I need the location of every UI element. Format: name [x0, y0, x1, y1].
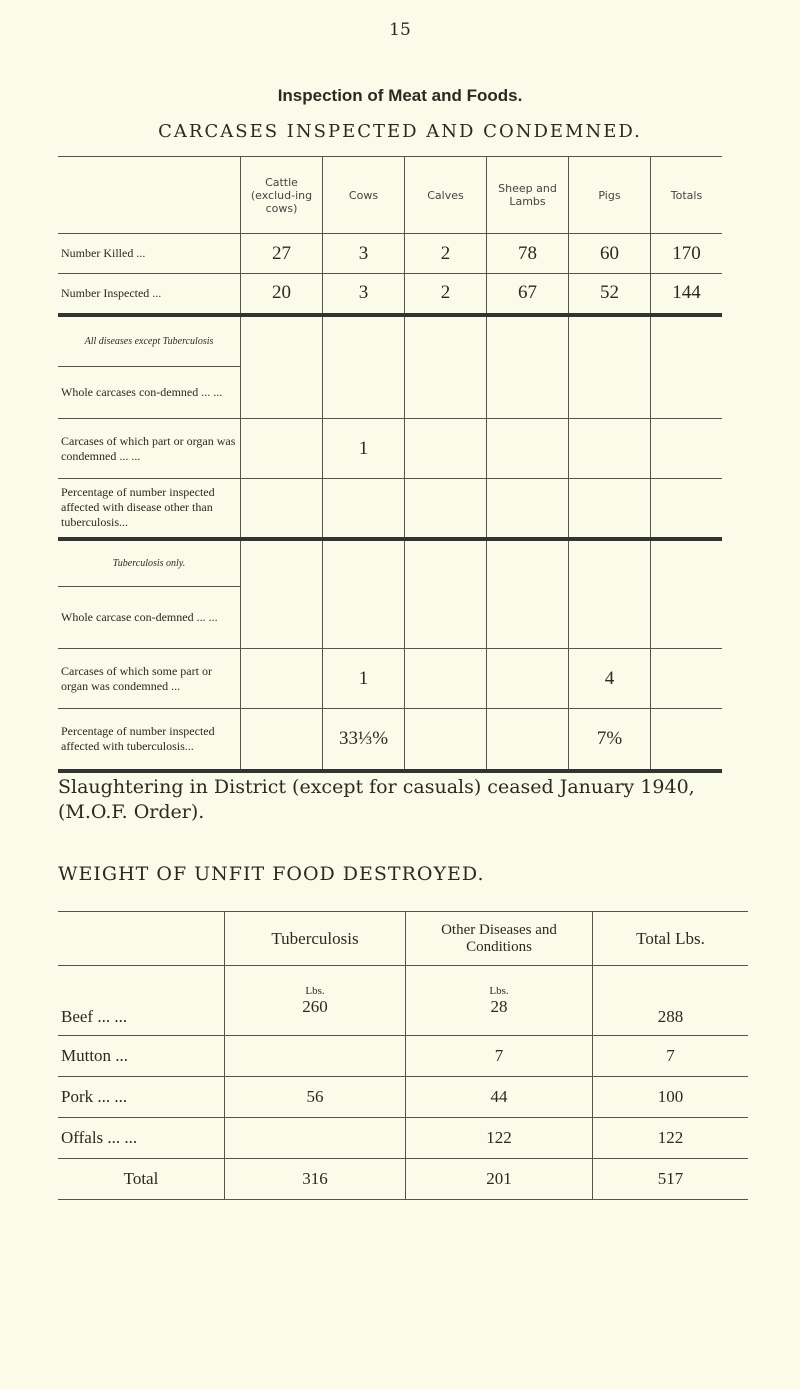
row-label: Number Killed ... — [58, 233, 241, 274]
col-totals: Totals — [650, 156, 722, 234]
row-label: Number Inspected ... — [58, 273, 241, 317]
table-row: Number Killed ... 27 3 2 78 60 170 — [58, 233, 722, 274]
total-row: Total 316 201 517 — [58, 1158, 748, 1200]
table-row: Number Inspected ... 20 3 2 67 52 144 — [58, 273, 722, 317]
cell: 122 — [405, 1117, 593, 1159]
col-total: Total Lbs. — [592, 911, 748, 966]
row-label: Carcases of which some part or organ was… — [58, 648, 241, 709]
subheading-row: All diseases except Tuberculosis — [58, 314, 722, 419]
table-row: Whole carcases con-demned ... ... — [58, 366, 722, 419]
header-row: Tuberculosis Other Diseases and Conditio… — [58, 911, 748, 966]
cell: 67 — [486, 273, 569, 317]
table-row: Offals ... ... 122 122 — [58, 1117, 748, 1159]
cell: 3 — [322, 273, 405, 317]
unit-label: Lbs. — [305, 984, 325, 997]
cell: 122 — [592, 1117, 748, 1159]
row-label: Offals ... ... — [58, 1117, 225, 1159]
table-row: Carcases of which part or organ was cond… — [58, 418, 722, 479]
row-label: Whole carcases con-demned ... ... — [58, 366, 241, 419]
row-label: Percentage of number inspected affected … — [58, 708, 241, 773]
unit-label: Lbs. — [489, 984, 509, 997]
unfit-food-table: Tuberculosis Other Diseases and Conditio… — [58, 911, 748, 1200]
row-label: Beef ... ... — [58, 965, 225, 1036]
table-row: Mutton ... 7 7 — [58, 1035, 748, 1077]
col-pigs: Pigs — [568, 156, 651, 234]
table-row: Whole carcase con-demned ... ... — [58, 586, 722, 649]
cell: 7 — [405, 1035, 593, 1077]
row-label: Percentage of number inspected affected … — [58, 478, 241, 541]
col-tuberculosis: Tuberculosis — [224, 911, 406, 966]
table-row: Beef ... ... Lbs. 260 Lbs. 28 288 — [58, 965, 748, 1036]
cell: 28 — [490, 996, 508, 1016]
col-other-diseases: Other Diseases and Conditions — [405, 911, 593, 966]
cell: 260 — [302, 996, 328, 1016]
corner-cell — [58, 156, 241, 234]
cell: 56 — [224, 1076, 406, 1118]
carcases-table: Cattle (exclud-ing cows) Cows Calves She… — [58, 156, 722, 773]
row-label: Whole carcase con-demned ... ... — [58, 586, 241, 649]
row-label: Total — [58, 1158, 225, 1200]
cell: 27 — [240, 233, 323, 274]
cell: 44 — [405, 1076, 593, 1118]
corner-cell — [58, 911, 225, 966]
cell: 2 — [404, 273, 487, 317]
page-number: 15 — [389, 20, 411, 40]
header-row: Cattle (exclud-ing cows) Cows Calves She… — [58, 156, 722, 234]
cell: 100 — [592, 1076, 748, 1118]
subheading: Tuberculosis only. — [58, 538, 241, 587]
cell: 201 — [405, 1158, 593, 1200]
cell: 2 — [404, 233, 487, 274]
cell: 517 — [592, 1158, 748, 1200]
row-label: Pork ... ... — [58, 1076, 225, 1118]
col-cows: Cows — [322, 156, 405, 234]
cell: 52 — [568, 273, 651, 317]
row-label: Mutton ... — [58, 1035, 225, 1077]
cell: 170 — [650, 233, 722, 274]
table-row: Percentage of number inspected affected … — [58, 708, 722, 773]
col-cattle: Cattle (exclud-ing cows) — [240, 156, 323, 234]
cell: 60 — [568, 233, 651, 274]
subheading-row: Tuberculosis only. — [58, 538, 722, 649]
col-calves: Calves — [404, 156, 487, 234]
cell: 1 — [322, 418, 405, 479]
cell: 288 — [592, 965, 748, 1036]
cell: 316 — [224, 1158, 406, 1200]
slaughtering-note: Slaughtering in District (except for cas… — [58, 776, 695, 823]
table-row: Percentage of number inspected affected … — [58, 478, 722, 541]
cell — [224, 1117, 406, 1159]
cell: 7% — [568, 708, 651, 773]
page-title: Inspection of Meat and Foods. — [277, 86, 523, 105]
row-label: Carcases of which part or organ was cond… — [58, 418, 241, 479]
subheading: All diseases except Tuberculosis — [58, 314, 241, 367]
col-sheep: Sheep and Lambs — [486, 156, 569, 234]
table-row: Carcases of which some part or organ was… — [58, 648, 722, 709]
cell: 144 — [650, 273, 722, 317]
cell: 1 — [322, 648, 405, 709]
cell: 4 — [568, 648, 651, 709]
table-row: Pork ... ... 56 44 100 — [58, 1076, 748, 1118]
cell — [224, 1035, 406, 1077]
cell: 33⅓% — [322, 708, 405, 773]
section-heading-weight: WEIGHT OF UNFIT FOOD DESTROYED. — [58, 863, 485, 885]
section-heading-carcases: CARCASES INSPECTED AND CONDEMNED. — [158, 121, 642, 142]
cell: 78 — [486, 233, 569, 274]
cell: 7 — [592, 1035, 748, 1077]
cell: 20 — [240, 273, 323, 317]
cell: 3 — [322, 233, 405, 274]
